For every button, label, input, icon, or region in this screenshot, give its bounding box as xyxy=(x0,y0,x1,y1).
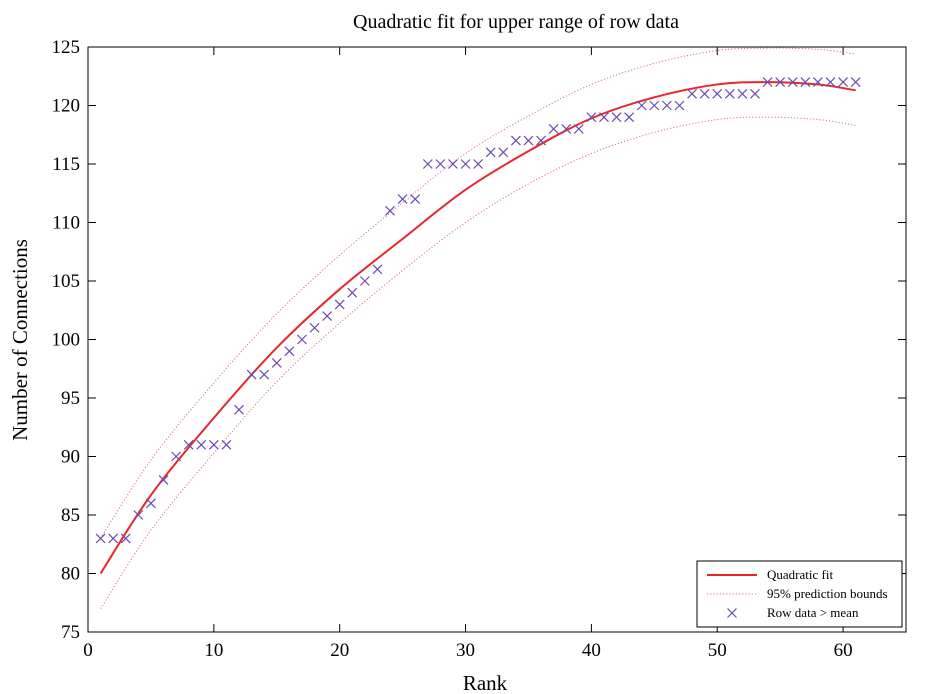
data-point-marker xyxy=(674,100,685,111)
data-point-marker xyxy=(762,77,773,88)
data-point-marker xyxy=(536,135,546,146)
x-tick-label: 30 xyxy=(456,640,475,661)
data-point-marker xyxy=(573,123,584,134)
data-point-marker xyxy=(171,451,182,462)
data-point-marker xyxy=(787,77,798,88)
x-axis-title: Rank xyxy=(463,671,508,694)
legend-swatch-marker xyxy=(727,608,737,618)
data-point-marker xyxy=(699,88,710,99)
data-point-marker xyxy=(334,299,345,310)
data-point-marker xyxy=(624,112,635,123)
data-point-marker xyxy=(208,439,219,450)
chart-title: Quadratic fit for upper range of row dat… xyxy=(353,11,679,33)
data-point-marker xyxy=(309,322,320,333)
x-tick-label: 20 xyxy=(330,640,349,661)
data-point-marker xyxy=(246,369,257,380)
data-point-marker xyxy=(133,510,144,520)
data-point-marker xyxy=(649,100,660,111)
data-point-marker xyxy=(95,533,106,544)
data-point-marker xyxy=(712,88,723,99)
y-tick-label: 110 xyxy=(52,213,80,234)
data-point-marker xyxy=(485,147,496,158)
y-axis: 75 80 85 90 95 100 105 110 115 120 125 xyxy=(52,37,906,643)
data-point-marker xyxy=(724,88,735,99)
data-point-marker xyxy=(599,112,609,123)
data-point-marker xyxy=(498,147,509,158)
data-point-marker xyxy=(523,135,534,146)
y-tick-label: 95 xyxy=(61,388,80,409)
data-point-marker xyxy=(221,439,232,450)
data-point-marker xyxy=(284,346,295,357)
data-point-marker xyxy=(297,334,307,345)
y-tick-label: 75 xyxy=(61,622,80,643)
x-axis: 0 10 20 30 40 50 60 xyxy=(83,47,853,661)
plot-frame xyxy=(87,46,907,633)
data-point-marker xyxy=(687,88,697,99)
x-tick-label: 40 xyxy=(582,640,601,661)
y-tick-label: 100 xyxy=(52,330,81,351)
data-point-marker xyxy=(510,135,521,146)
data-point-marker xyxy=(183,439,194,450)
x-tick-label: 50 xyxy=(708,640,727,661)
data-point-marker xyxy=(359,276,370,286)
y-tick-label: 120 xyxy=(52,96,81,117)
legend-box xyxy=(696,560,903,628)
prediction-bound-lower xyxy=(100,116,856,609)
data-point-marker xyxy=(422,159,433,169)
data-point-marker xyxy=(548,123,559,134)
y-tick-label: 125 xyxy=(52,37,81,58)
data-point-marker xyxy=(775,77,786,88)
data-point-marker xyxy=(385,205,395,216)
legend-label: Row data > mean xyxy=(767,605,859,620)
data-point-marker xyxy=(636,100,647,111)
data-point-marker xyxy=(271,357,282,368)
marker-layer xyxy=(95,77,861,544)
y-tick-label: 85 xyxy=(61,505,80,526)
data-point-marker xyxy=(322,311,333,322)
axes-box xyxy=(87,46,907,633)
data-point-marker xyxy=(800,77,811,88)
data-point-marker xyxy=(750,88,760,99)
data-point-marker xyxy=(737,88,748,99)
data-point-marker xyxy=(234,404,244,415)
data-point-marker xyxy=(586,112,597,123)
data-point-marker xyxy=(611,112,622,123)
data-point-marker xyxy=(435,159,446,169)
data-point-marker xyxy=(448,159,458,169)
data-point-marker xyxy=(120,533,131,544)
y-tick-label: 90 xyxy=(61,447,80,468)
data-point-marker xyxy=(410,194,421,205)
legend: Quadratic fit 95% prediction bounds Row da… xyxy=(696,560,903,628)
data-point-marker xyxy=(661,100,672,111)
data-point-marker xyxy=(259,369,270,380)
data-point-marker xyxy=(397,194,408,205)
y-tick-label: 115 xyxy=(52,154,80,175)
data-point-marker xyxy=(850,77,861,88)
prediction-bound-upper xyxy=(100,47,856,539)
y-tick-label: 105 xyxy=(52,271,81,292)
data-point-marker xyxy=(473,159,484,169)
x-tick-label: 60 xyxy=(834,640,853,661)
series-layer xyxy=(99,47,856,609)
data-point-marker xyxy=(460,159,471,169)
x-tick-label: 10 xyxy=(204,640,223,661)
y-axis-title: Number of Connections xyxy=(8,239,32,441)
legend-label: 95% prediction bounds xyxy=(767,586,888,601)
legend-label: Quadratic fit xyxy=(767,567,833,582)
data-point-marker xyxy=(108,533,119,544)
y-tick-label: 80 xyxy=(61,564,80,585)
data-point-marker xyxy=(145,498,156,509)
data-point-marker xyxy=(347,287,358,298)
data-point-marker xyxy=(812,77,823,88)
x-tick-label: 0 xyxy=(83,640,93,661)
data-point-marker xyxy=(561,123,572,134)
quadratic-fit-line xyxy=(99,81,856,575)
data-point-marker xyxy=(372,264,383,275)
data-point-marker xyxy=(838,77,849,88)
data-point-marker xyxy=(158,474,169,485)
data-point-marker xyxy=(825,77,836,88)
data-point-marker xyxy=(196,439,207,450)
